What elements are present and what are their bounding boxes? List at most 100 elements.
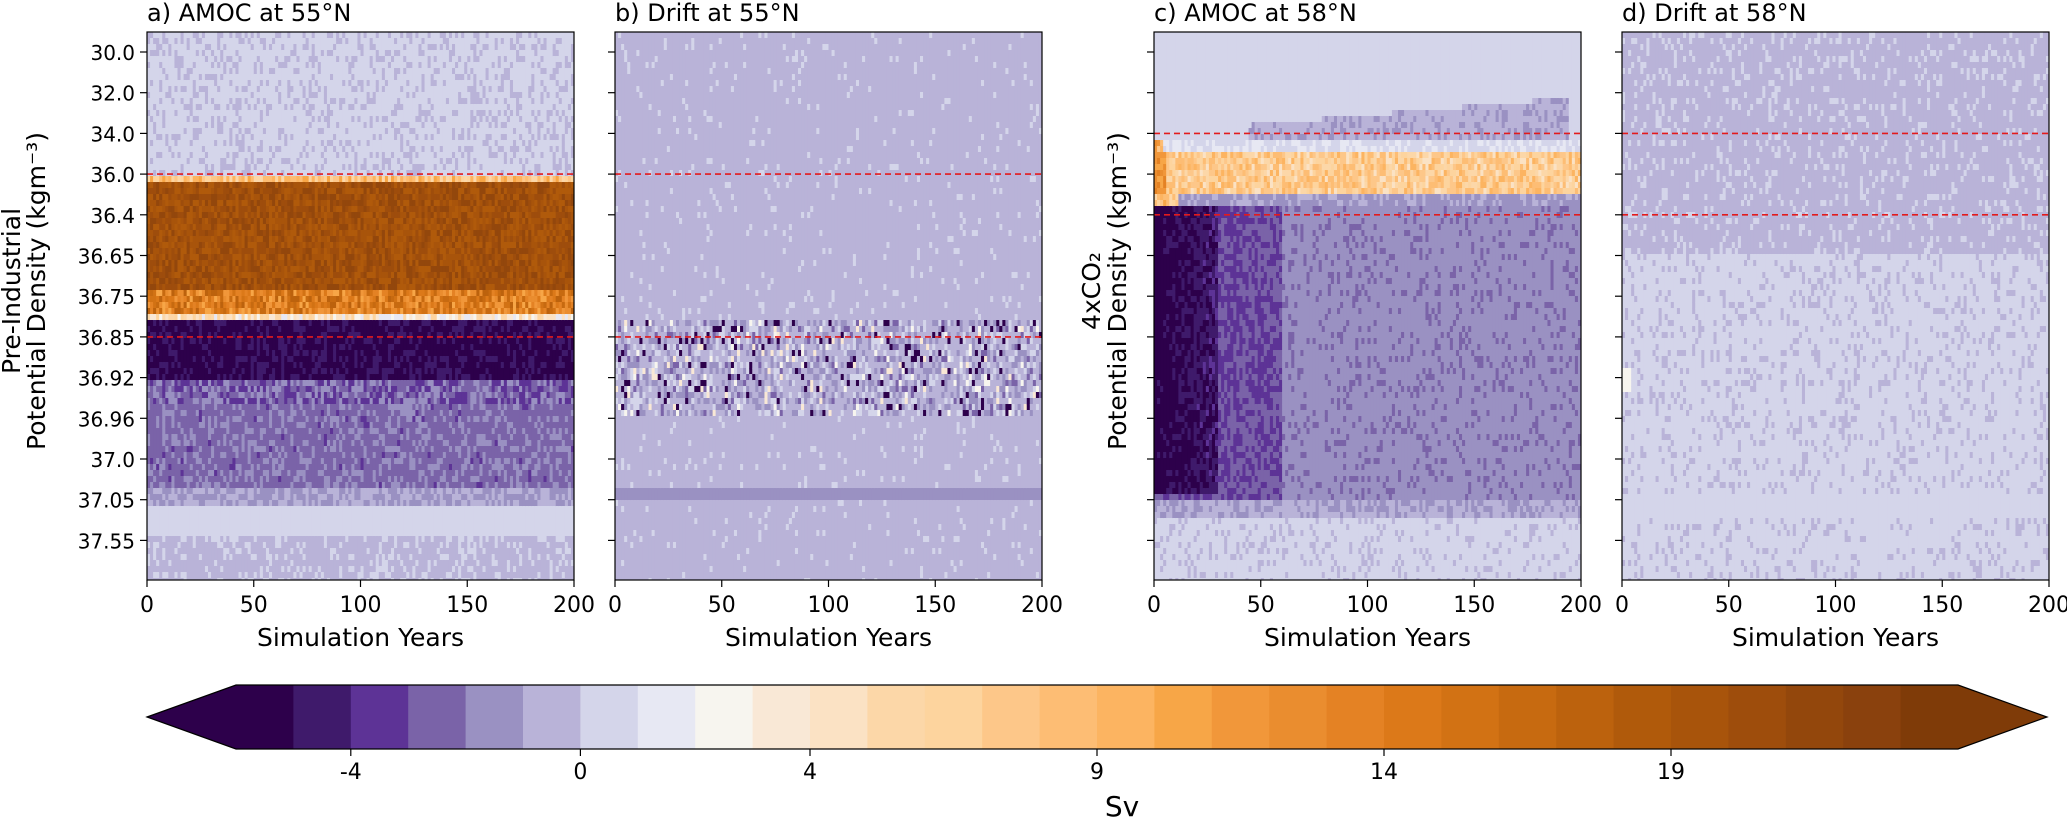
- heatmap-cell: [162, 230, 166, 237]
- heatmap-cell: [150, 380, 154, 387]
- heatmap-cell: [183, 356, 188, 363]
- heatmap-cell: [180, 62, 185, 69]
- heatmap-cell: [177, 62, 182, 69]
- heatmap-cell: [168, 68, 172, 75]
- heatmap-cell: [171, 332, 176, 339]
- heatmap-cell: [159, 92, 163, 99]
- heatmap-cell: [171, 218, 176, 225]
- heatmap-cell: [238, 458, 243, 465]
- heatmap-cell: [208, 128, 212, 135]
- heatmap-cell: [214, 458, 218, 465]
- heatmap-cell: [195, 338, 200, 345]
- heatmap-cell: [226, 560, 230, 567]
- heatmap-cell: [238, 404, 243, 411]
- heatmap-cell: [147, 434, 151, 441]
- heatmap-cell: [150, 410, 154, 417]
- heatmap-cell: [174, 458, 179, 465]
- heatmap-cell: [186, 524, 191, 531]
- heatmap-cell: [226, 338, 230, 345]
- heatmap-cell: [195, 440, 200, 447]
- heatmap-cell: [159, 368, 163, 375]
- heatmap-cell: [183, 296, 188, 303]
- heatmap-cell: [217, 98, 221, 105]
- heatmap-cell: [235, 170, 240, 177]
- heatmap-cell: [229, 242, 233, 249]
- heatmap-cell: [211, 542, 215, 549]
- heatmap-cell: [229, 464, 233, 471]
- heatmap-cell: [168, 440, 172, 447]
- heatmap-cell: [232, 248, 237, 255]
- heatmap-cell: [177, 398, 182, 405]
- heatmap-cell: [168, 578, 172, 580]
- heatmap-cell: [214, 146, 218, 153]
- heatmap-cell: [159, 134, 163, 141]
- heatmap-cell: [195, 536, 200, 543]
- heatmap-cell: [211, 272, 215, 279]
- heatmap-cell: [159, 404, 163, 411]
- heatmap-cell: [250, 104, 255, 111]
- heatmap-cell: [174, 176, 179, 183]
- heatmap-cell: [186, 56, 191, 63]
- heatmap-cell: [244, 68, 249, 75]
- heatmap-cell: [162, 62, 166, 69]
- heatmap-cell: [147, 308, 151, 315]
- heatmap-cell: [250, 398, 255, 405]
- heatmap-cell: [183, 116, 188, 123]
- heatmap-cell: [186, 452, 191, 459]
- heatmap-cell: [244, 410, 249, 417]
- heatmap-cell: [204, 524, 209, 531]
- heatmap-cell: [198, 434, 203, 441]
- heatmap-cell: [247, 536, 252, 543]
- heatmap-cell: [180, 182, 185, 189]
- heatmap-cell: [192, 530, 197, 537]
- heatmap-cell: [162, 308, 166, 315]
- heatmap-cell: [204, 434, 209, 441]
- heatmap-cell: [201, 362, 206, 369]
- heatmap-cell: [247, 500, 252, 507]
- heatmap-cell: [241, 32, 246, 39]
- heatmap-cell: [174, 452, 179, 459]
- heatmap-cell: [147, 332, 151, 339]
- heatmap-cell: [165, 434, 169, 441]
- heatmap-cell: [238, 398, 243, 405]
- heatmap-cell: [235, 554, 240, 561]
- heatmap-cell: [168, 230, 172, 237]
- heatmap-cell: [189, 146, 194, 153]
- heatmap-cell: [183, 368, 188, 375]
- heatmap-cell: [217, 248, 221, 255]
- heatmap-cell: [247, 314, 252, 321]
- heatmap-cell: [204, 188, 209, 195]
- heatmap-cell: [223, 518, 227, 525]
- heatmap-cell: [198, 80, 203, 87]
- heatmap-cell: [226, 110, 230, 117]
- heatmap-cell: [183, 200, 188, 207]
- heatmap-cell: [177, 374, 182, 381]
- heatmap-cell: [174, 548, 179, 555]
- heatmap-cell: [217, 188, 221, 195]
- heatmap-cell: [153, 122, 157, 129]
- heatmap-cell: [204, 302, 209, 309]
- heatmap-cell: [204, 266, 209, 273]
- heatmap-cell: [244, 392, 249, 399]
- heatmap-cell: [201, 56, 206, 63]
- heatmap-cell: [235, 32, 240, 39]
- heatmap-cell: [153, 110, 157, 117]
- heatmap-cell: [201, 506, 206, 513]
- heatmap-cell: [208, 290, 212, 297]
- heatmap-cell: [165, 500, 169, 507]
- heatmap-cell: [244, 248, 249, 255]
- heatmap-cell: [183, 110, 188, 117]
- heatmap-cell: [159, 536, 163, 543]
- heatmap-cell: [174, 356, 179, 363]
- heatmap-cell: [162, 464, 166, 471]
- heatmap-cell: [226, 194, 230, 201]
- heatmap-cell: [204, 578, 209, 580]
- heatmap-cell: [229, 410, 233, 417]
- heatmap-cell: [211, 392, 215, 399]
- heatmap-cell: [177, 110, 182, 117]
- heatmap-cell: [198, 482, 203, 489]
- heatmap-cell: [223, 380, 227, 387]
- heatmap-cell: [150, 392, 154, 399]
- heatmap-cell: [192, 344, 197, 351]
